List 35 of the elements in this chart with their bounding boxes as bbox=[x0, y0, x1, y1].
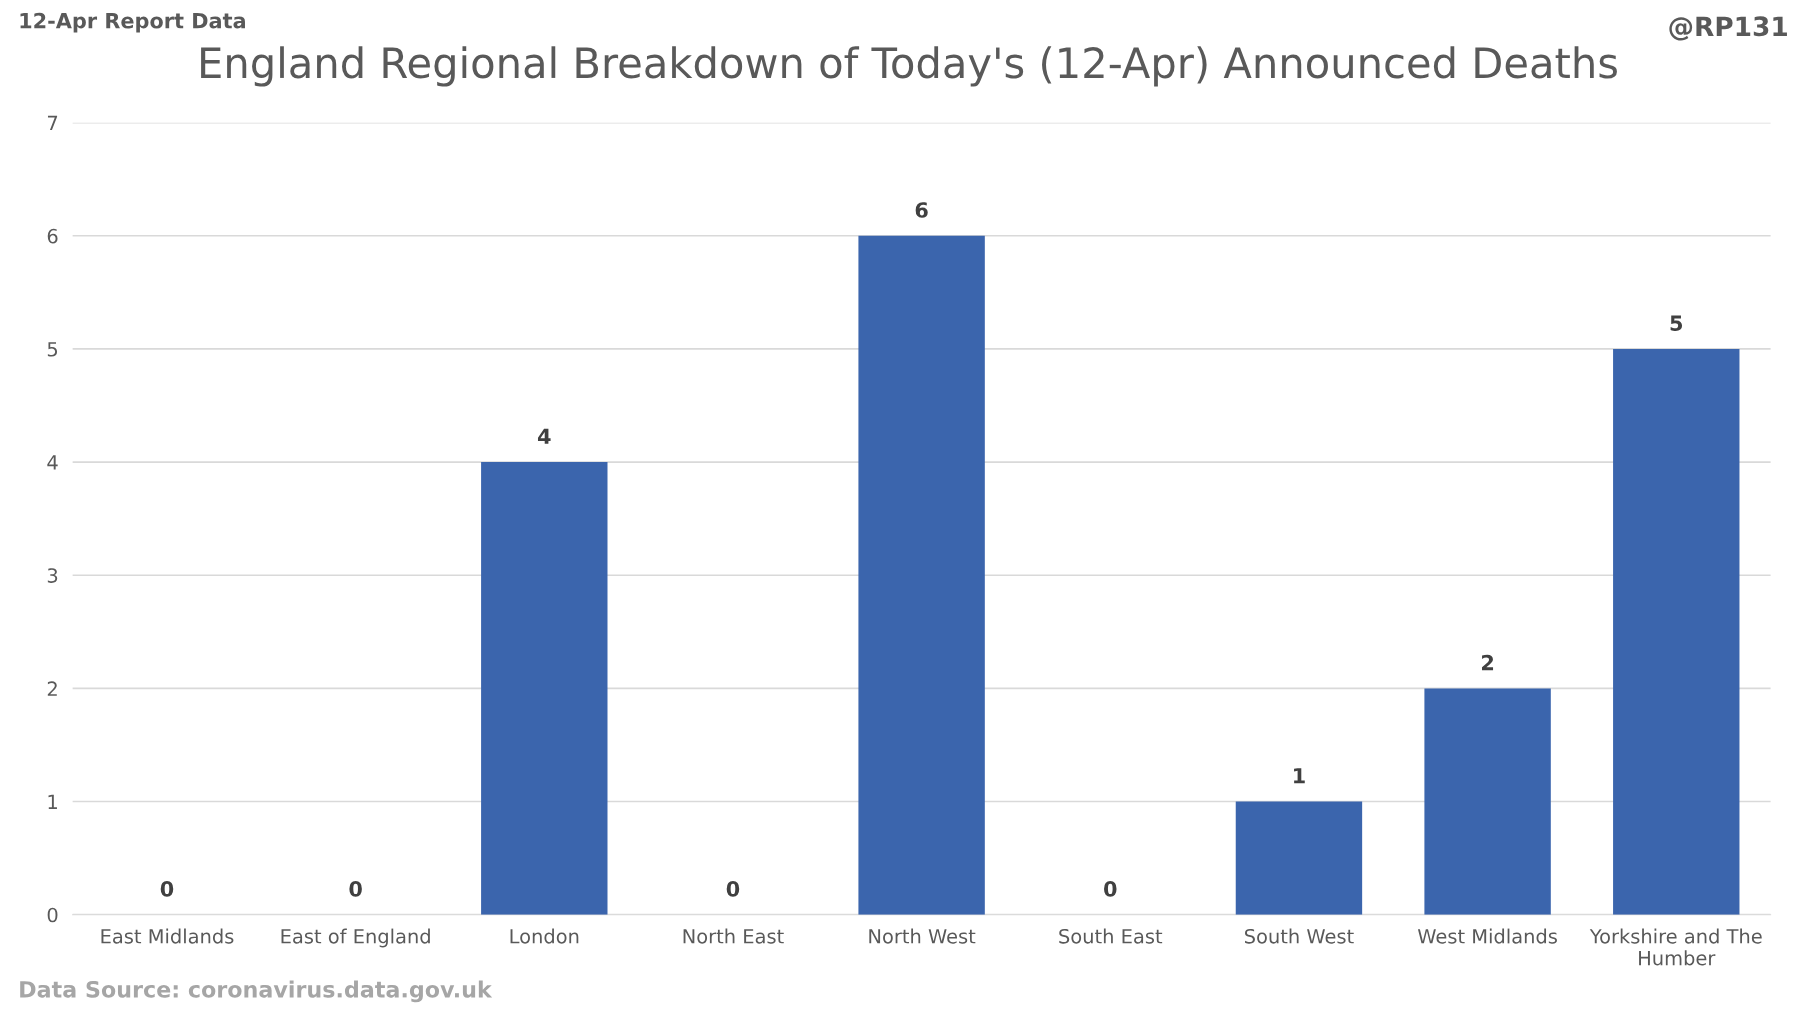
text: 12-Apr Report Data bbox=[20, 12, 245, 33]
data-label: 0 bbox=[160, 881, 174, 897]
x-tick-label: North West bbox=[869, 928, 976, 944]
x-tick-label: Yorkshire and The Humber bbox=[1589, 928, 1762, 966]
bar bbox=[858, 235, 985, 915]
data-label: 2 bbox=[1482, 654, 1494, 671]
y-tick-label: 0 bbox=[47, 907, 58, 923]
data-label: 4 bbox=[537, 428, 551, 444]
data-label: 5 bbox=[1670, 315, 1683, 332]
y-tick-label: 1 bbox=[48, 794, 57, 809]
source-note: Data Source: coronavirus.data.gov.uk bbox=[20, 980, 493, 1003]
x-tick-label: South East bbox=[1059, 928, 1163, 944]
x-tick-label: East Midlands bbox=[101, 928, 234, 944]
bar bbox=[1613, 348, 1740, 915]
bar bbox=[481, 462, 608, 915]
y-tick-label: 5 bbox=[47, 342, 58, 357]
y-tick-label: 7 bbox=[47, 115, 58, 131]
x-tick-label: South West bbox=[1244, 928, 1354, 944]
data-label: 0 bbox=[1104, 881, 1117, 897]
bar bbox=[1424, 688, 1551, 915]
x-tick-label: London bbox=[510, 928, 579, 944]
y-tick-label: 2 bbox=[47, 681, 57, 696]
y-tick-label: 3 bbox=[47, 568, 58, 583]
y-tick-label: 4 bbox=[47, 455, 58, 470]
data-label: 0 bbox=[726, 881, 740, 897]
y-tick-label: 6 bbox=[47, 228, 58, 244]
data-label: 0 bbox=[349, 881, 362, 897]
text: @RP131 bbox=[1669, 16, 1787, 41]
bar bbox=[1235, 801, 1363, 915]
chart-title: England Regional Breakdown of Today's (12-Apr) Announced Deaths bbox=[201, 46, 1617, 87]
x-tick-label: West Midlands bbox=[1417, 928, 1557, 944]
x-tick-label: East of England bbox=[281, 928, 430, 948]
x-tick-label: North East bbox=[683, 928, 784, 944]
data-label: 1 bbox=[1294, 768, 1305, 784]
data-label: 6 bbox=[915, 202, 928, 218]
